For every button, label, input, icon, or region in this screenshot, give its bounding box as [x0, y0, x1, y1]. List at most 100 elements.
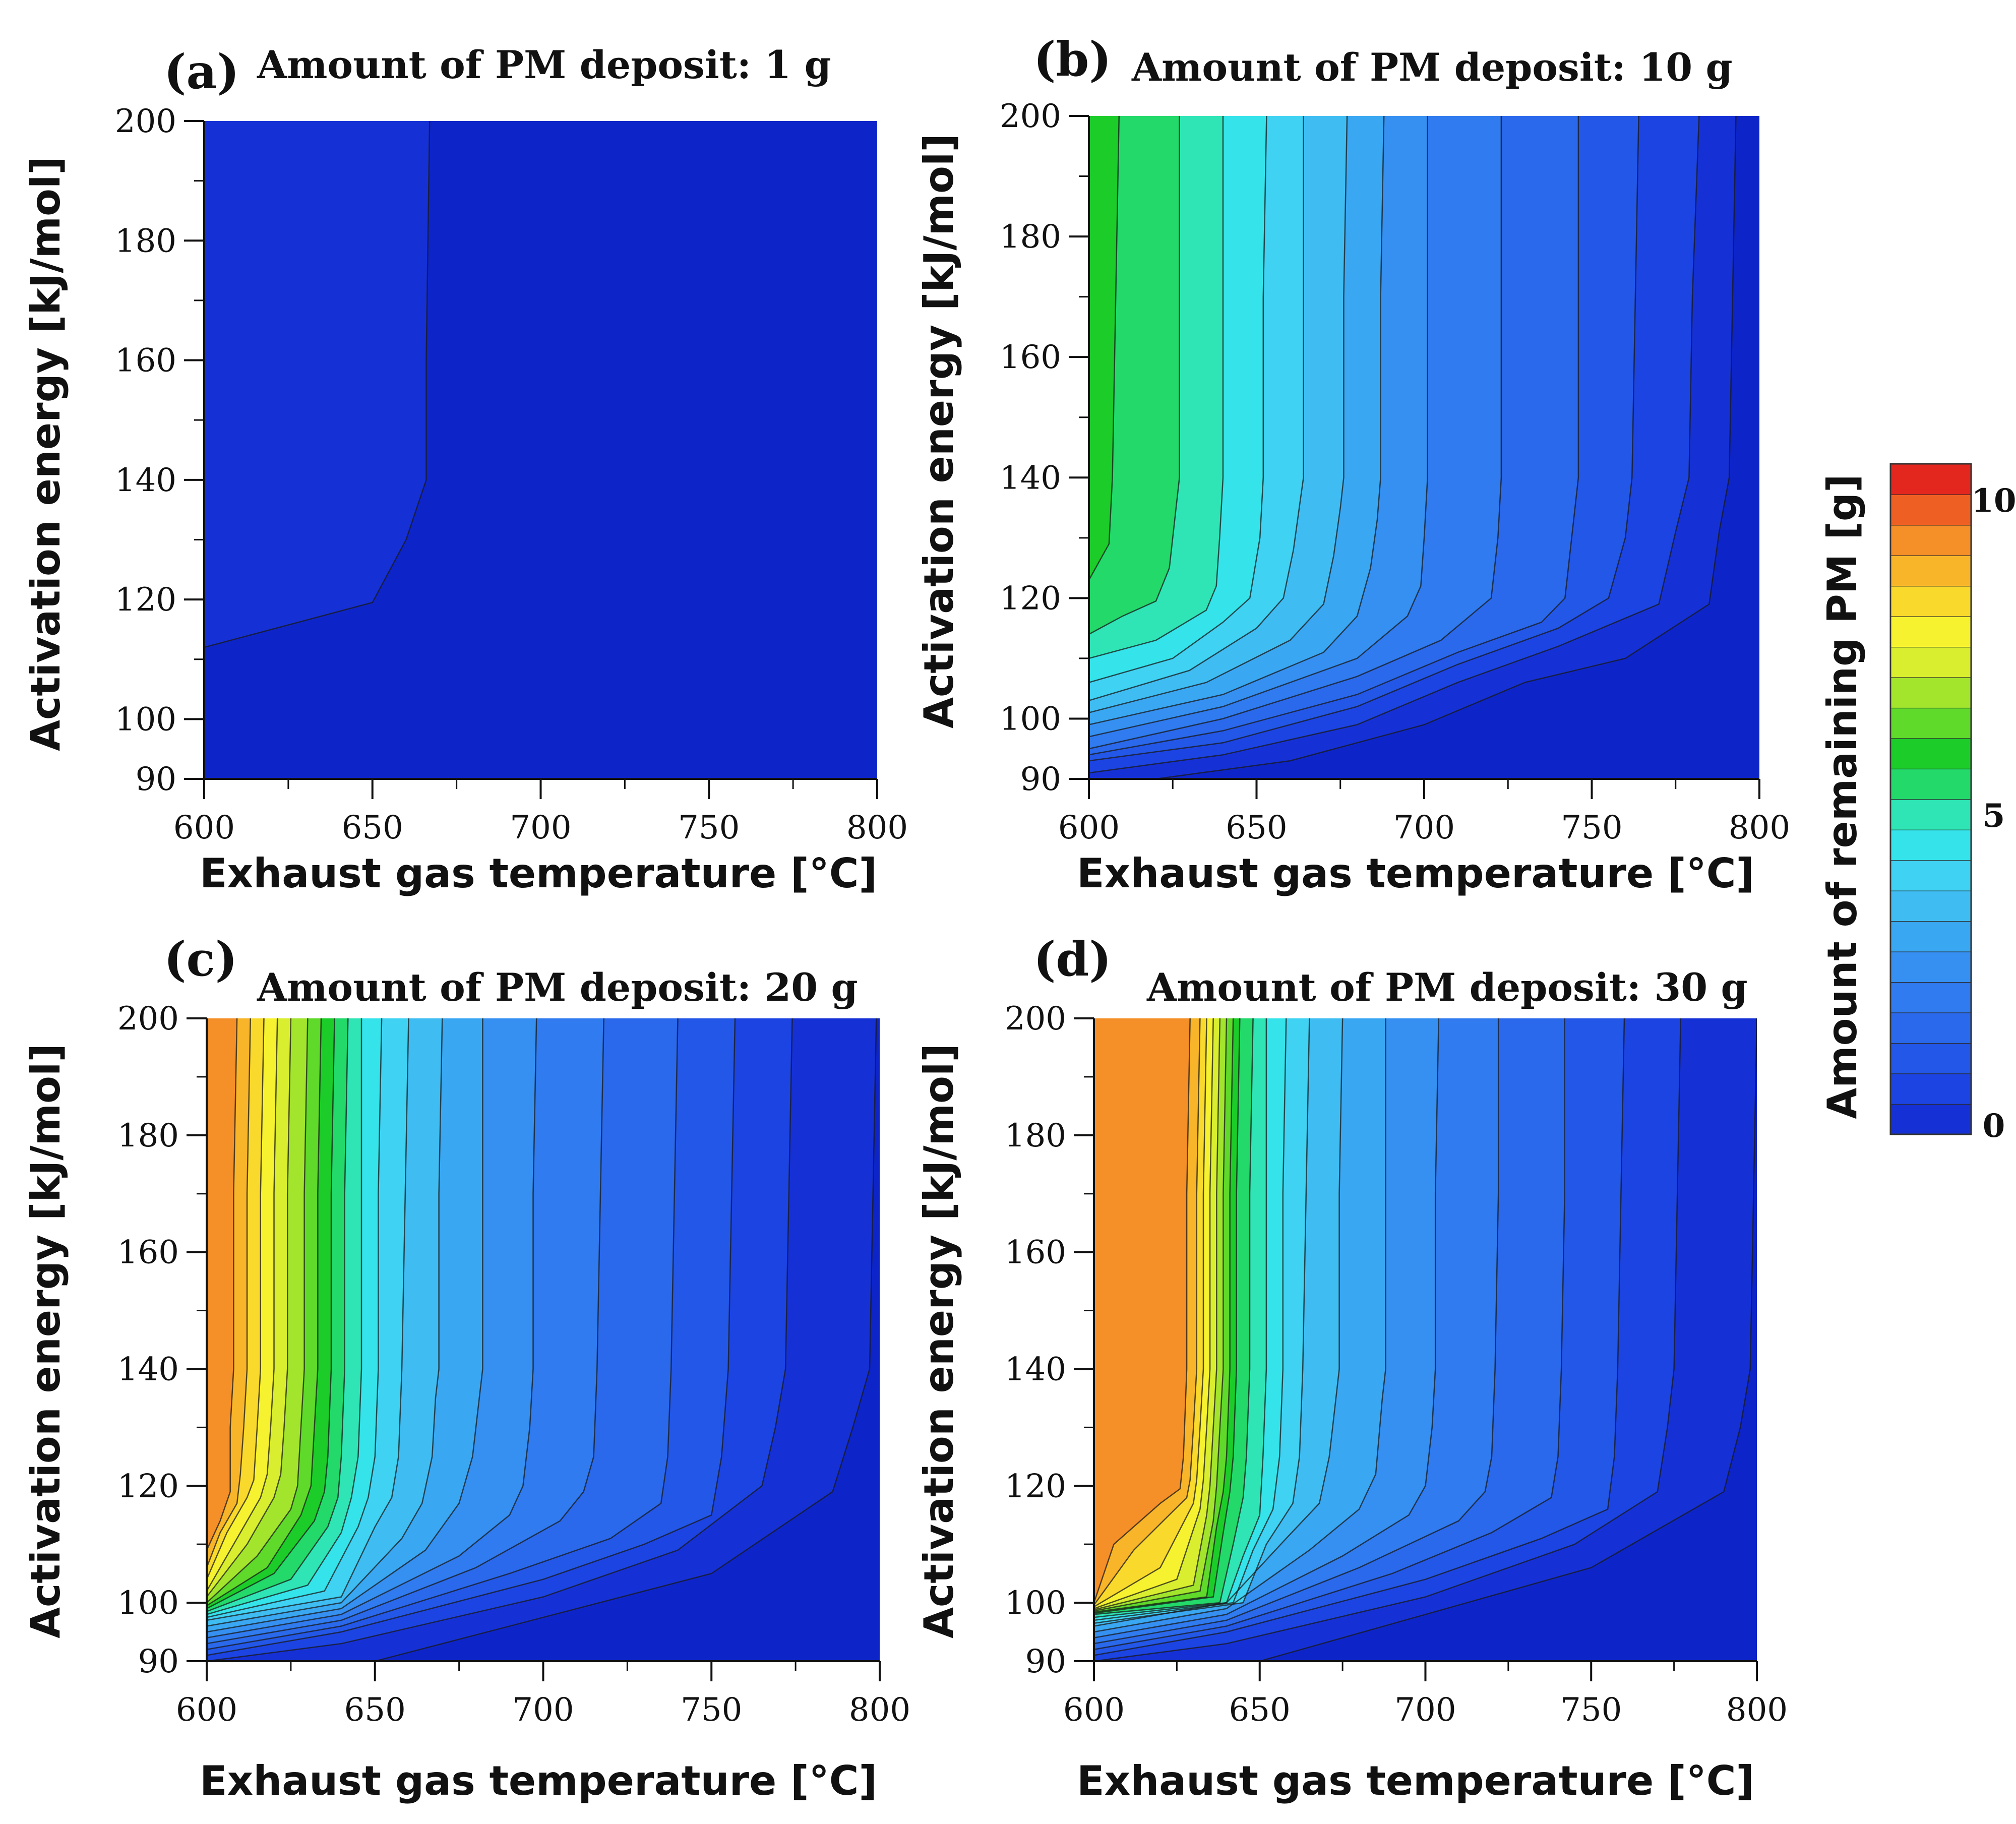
- x-axis-label-b: Exhaust gas temperature [°C]: [1077, 850, 1754, 897]
- x-tick-label-700: 700: [1394, 1691, 1456, 1729]
- contour-line-10: [1094, 1018, 1191, 1603]
- x-tick-label-800: 800: [849, 1691, 910, 1729]
- axes-d: 90 100 120 140 160 180 200 600 650 700 750 800: [1005, 1000, 1788, 1729]
- colorbar-bin-10.0: [1890, 494, 1972, 526]
- y-tick-label-140: 140: [1000, 459, 1061, 497]
- contour-line-0.5: [204, 121, 431, 648]
- x-tick-label-650: 650: [342, 809, 403, 846]
- colorbar-bin-10.5: [1890, 463, 1972, 495]
- contour-line-2.5: [1094, 1018, 1499, 1645]
- x-tick-label-750: 750: [678, 809, 740, 846]
- y-tick-label-100: 100: [115, 701, 176, 738]
- y-tick-label-90: 90: [138, 1643, 179, 1680]
- contour-line-1.5: [1094, 1018, 1625, 1656]
- y-tick-label-200: 200: [115, 103, 176, 140]
- x-tick-label-650: 650: [1229, 1691, 1291, 1729]
- colorbar-bins: [1890, 463, 1972, 1135]
- colorbar-bin-5.0: [1890, 799, 1972, 830]
- axes-a: 90 100 120 140 160 180 200 600 650 700 750 800: [115, 103, 908, 846]
- colorbar-bin-6.5: [1890, 707, 1972, 739]
- y-tick-label-120: 120: [115, 581, 176, 619]
- contour-line-9: [207, 1018, 265, 1580]
- x-tick-label-600: 600: [176, 1691, 237, 1729]
- contour-line-8.5: [1094, 1018, 1214, 1609]
- colorbar-bin-3.5: [1890, 890, 1972, 922]
- contour-band-10: [1094, 1018, 1190, 1661]
- contour-line-6.5: [1089, 116, 1120, 581]
- contour-line-2.5: [1089, 116, 1502, 750]
- contour-line-4.5: [207, 1018, 409, 1621]
- x-tick-label-600: 600: [1058, 809, 1120, 846]
- y-tick-label-140: 140: [115, 462, 176, 499]
- colorbar-bin-1.5: [1890, 1012, 1972, 1044]
- panel-title-c: Amount of PM deposit: 20 g: [257, 965, 858, 1010]
- plot-area-c: [207, 1018, 880, 1661]
- panel-label-b: (b): [1033, 32, 1112, 87]
- y-tick-label-90: 90: [1020, 761, 1061, 798]
- y-tick-label-90: 90: [1025, 1643, 1066, 1680]
- colorbar-bin-2.0: [1890, 982, 1972, 1013]
- axes-c: 90 100 120 140 160 180 200 600 650 700 750 800: [117, 1000, 910, 1729]
- y-tick-label-100: 100: [117, 1585, 179, 1622]
- x-tick-label-700: 700: [512, 1691, 574, 1729]
- y-tick-label-180: 180: [1000, 218, 1061, 256]
- contour-line-6: [207, 1018, 349, 1612]
- colorbar-bin-0.5: [1890, 1073, 1972, 1105]
- contour-band-0.5: [204, 121, 430, 779]
- contour-line-1: [1089, 116, 1700, 774]
- colorbar-bin-4.0: [1890, 860, 1972, 891]
- colorbar: 10 5 0 Amount of remaining PM [g]: [1819, 463, 2016, 1145]
- colorbar-tick-label-10: 10: [1971, 482, 2016, 520]
- y-tick-label-120: 120: [1000, 580, 1061, 617]
- contour-line-7: [1094, 1018, 1234, 1613]
- contour-line-7: [207, 1018, 322, 1606]
- y-axis-label-c: Activation energy [kJ/mol]: [22, 1044, 69, 1638]
- x-tick-label-750: 750: [681, 1691, 742, 1729]
- x-tick-label-700: 700: [1393, 809, 1455, 846]
- x-tick-label-600: 600: [1063, 1691, 1125, 1729]
- x-tick-label-650: 650: [344, 1691, 406, 1729]
- contour-line-8: [207, 1018, 292, 1598]
- colorbar-bin-8.0: [1890, 616, 1972, 648]
- plot-area-b: [1089, 116, 1759, 779]
- y-tick-label-120: 120: [1005, 1468, 1066, 1505]
- contour-line-3.5: [207, 1018, 483, 1633]
- contour-line-9.5: [207, 1018, 252, 1568]
- y-tick-label-200: 200: [1005, 1000, 1066, 1038]
- x-tick-label-800: 800: [1726, 1691, 1788, 1729]
- y-tick-label-140: 140: [1005, 1351, 1066, 1388]
- panel-label-c: (c): [164, 932, 237, 987]
- y-tick-label-140: 140: [117, 1351, 179, 1388]
- plot-area-d: [1094, 1018, 1757, 1661]
- contour-line-5.5: [1089, 116, 1224, 659]
- contour-line-0.5: [1259, 1018, 1757, 1661]
- contour-line-9: [1094, 1018, 1207, 1608]
- plot-area-a: [204, 121, 877, 779]
- contour-line-8.5: [207, 1018, 278, 1592]
- contour-line-1: [1094, 1018, 1682, 1661]
- x-axis-label-d: Exhaust gas temperature [°C]: [1077, 1757, 1754, 1804]
- contour-fills: [207, 1018, 880, 1661]
- contour-line-0.5: [375, 1018, 877, 1661]
- x-tick-label-700: 700: [510, 809, 571, 846]
- y-tick-label-90: 90: [136, 761, 176, 798]
- colorbar-bin-7.5: [1890, 646, 1972, 678]
- contour-line-0.5: [1155, 116, 1737, 779]
- y-tick-label-180: 180: [115, 222, 176, 260]
- contour-line-3: [1094, 1018, 1440, 1638]
- contour-line-5: [1089, 116, 1267, 683]
- colorbar-bin-0.0: [1890, 1103, 1972, 1135]
- y-axis-label-b: Activation energy [kJ/mol]: [915, 134, 962, 728]
- contour-line-9.5: [1094, 1018, 1201, 1606]
- x-tick-label-800: 800: [1729, 809, 1790, 846]
- colorbar-bin-9.0: [1890, 555, 1972, 587]
- contour-fills: [1094, 1018, 1757, 1661]
- y-axis-label-d: Activation energy [kJ/mol]: [915, 1044, 962, 1638]
- x-tick-label-750: 750: [1560, 1691, 1622, 1729]
- contour-line-2: [1089, 116, 1579, 756]
- contour-line-4: [1094, 1018, 1343, 1627]
- contour-line-5: [1094, 1018, 1287, 1621]
- contour-line-1.5: [207, 1018, 736, 1656]
